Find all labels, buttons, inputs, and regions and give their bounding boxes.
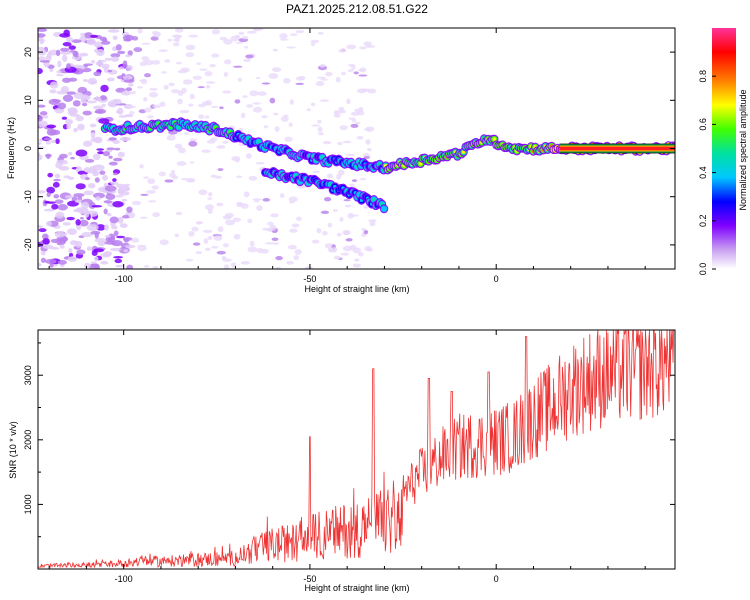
colorbar-gradient: [712, 28, 736, 269]
spectrogram-y-tick-label: -10: [23, 190, 33, 203]
figure-title: PAZ1.2025.212.08.51.G22: [286, 2, 428, 16]
snr-y-tick-label: 2000: [23, 430, 33, 450]
secondary-track: [261, 166, 389, 214]
spectrogram-y-label: Frequency (Hz): [6, 117, 16, 179]
spectrogram-y-tick-label: 10: [23, 95, 33, 105]
spectrogram-x-label: Height of straight line (km): [304, 284, 409, 294]
colorbar-label: Normalized spectral amplitude: [738, 89, 748, 210]
spectrogram-x-tick-label: -100: [115, 274, 133, 284]
spectrogram-y-tick-label: 20: [23, 47, 33, 57]
colorbar: 0.0 0.2 0.4 0.6 0.8 Normalized spectral ampl…: [698, 28, 748, 275]
snr-x-tick-label: 0: [494, 574, 499, 584]
snr-y-tick-label: 3000: [23, 365, 33, 385]
snr-y-tick-label: 1000: [23, 494, 33, 514]
spectrogram-x-tick-label: 0: [494, 274, 499, 284]
snr-x-tick-label: -100: [115, 574, 133, 584]
snr-x-tick-label: -50: [303, 574, 316, 584]
colorbar-tick-label: 0.4: [698, 166, 708, 179]
spectrogram-noise: [38, 28, 377, 269]
colorbar-tick-label: 0.8: [698, 70, 708, 83]
spectrogram-y-tick-label: 0: [23, 146, 33, 151]
spectrogram-y-tick-label: -20: [23, 238, 33, 251]
strong-band: [559, 143, 675, 154]
snr-x-label: Height of straight line (km): [304, 583, 409, 593]
snr-y-label: SNR (10 * v/v): [8, 421, 18, 479]
colorbar-tick-label: 0.0: [698, 263, 708, 276]
snr-frame: [37, 329, 676, 570]
snr-panel: -100 -50 0 1000 2000 3000 Height of straight …: [8, 329, 676, 593]
snr-series: [38, 330, 675, 569]
colorbar-tick-label: 0.2: [698, 215, 708, 228]
spectrogram-panel: -100 -50 0 20 10 0 -10 -20 Height of straight l…: [6, 27, 676, 294]
colorbar-tick-label: 0.6: [698, 118, 708, 131]
spectrogram-x-tick-label: -50: [303, 274, 316, 284]
